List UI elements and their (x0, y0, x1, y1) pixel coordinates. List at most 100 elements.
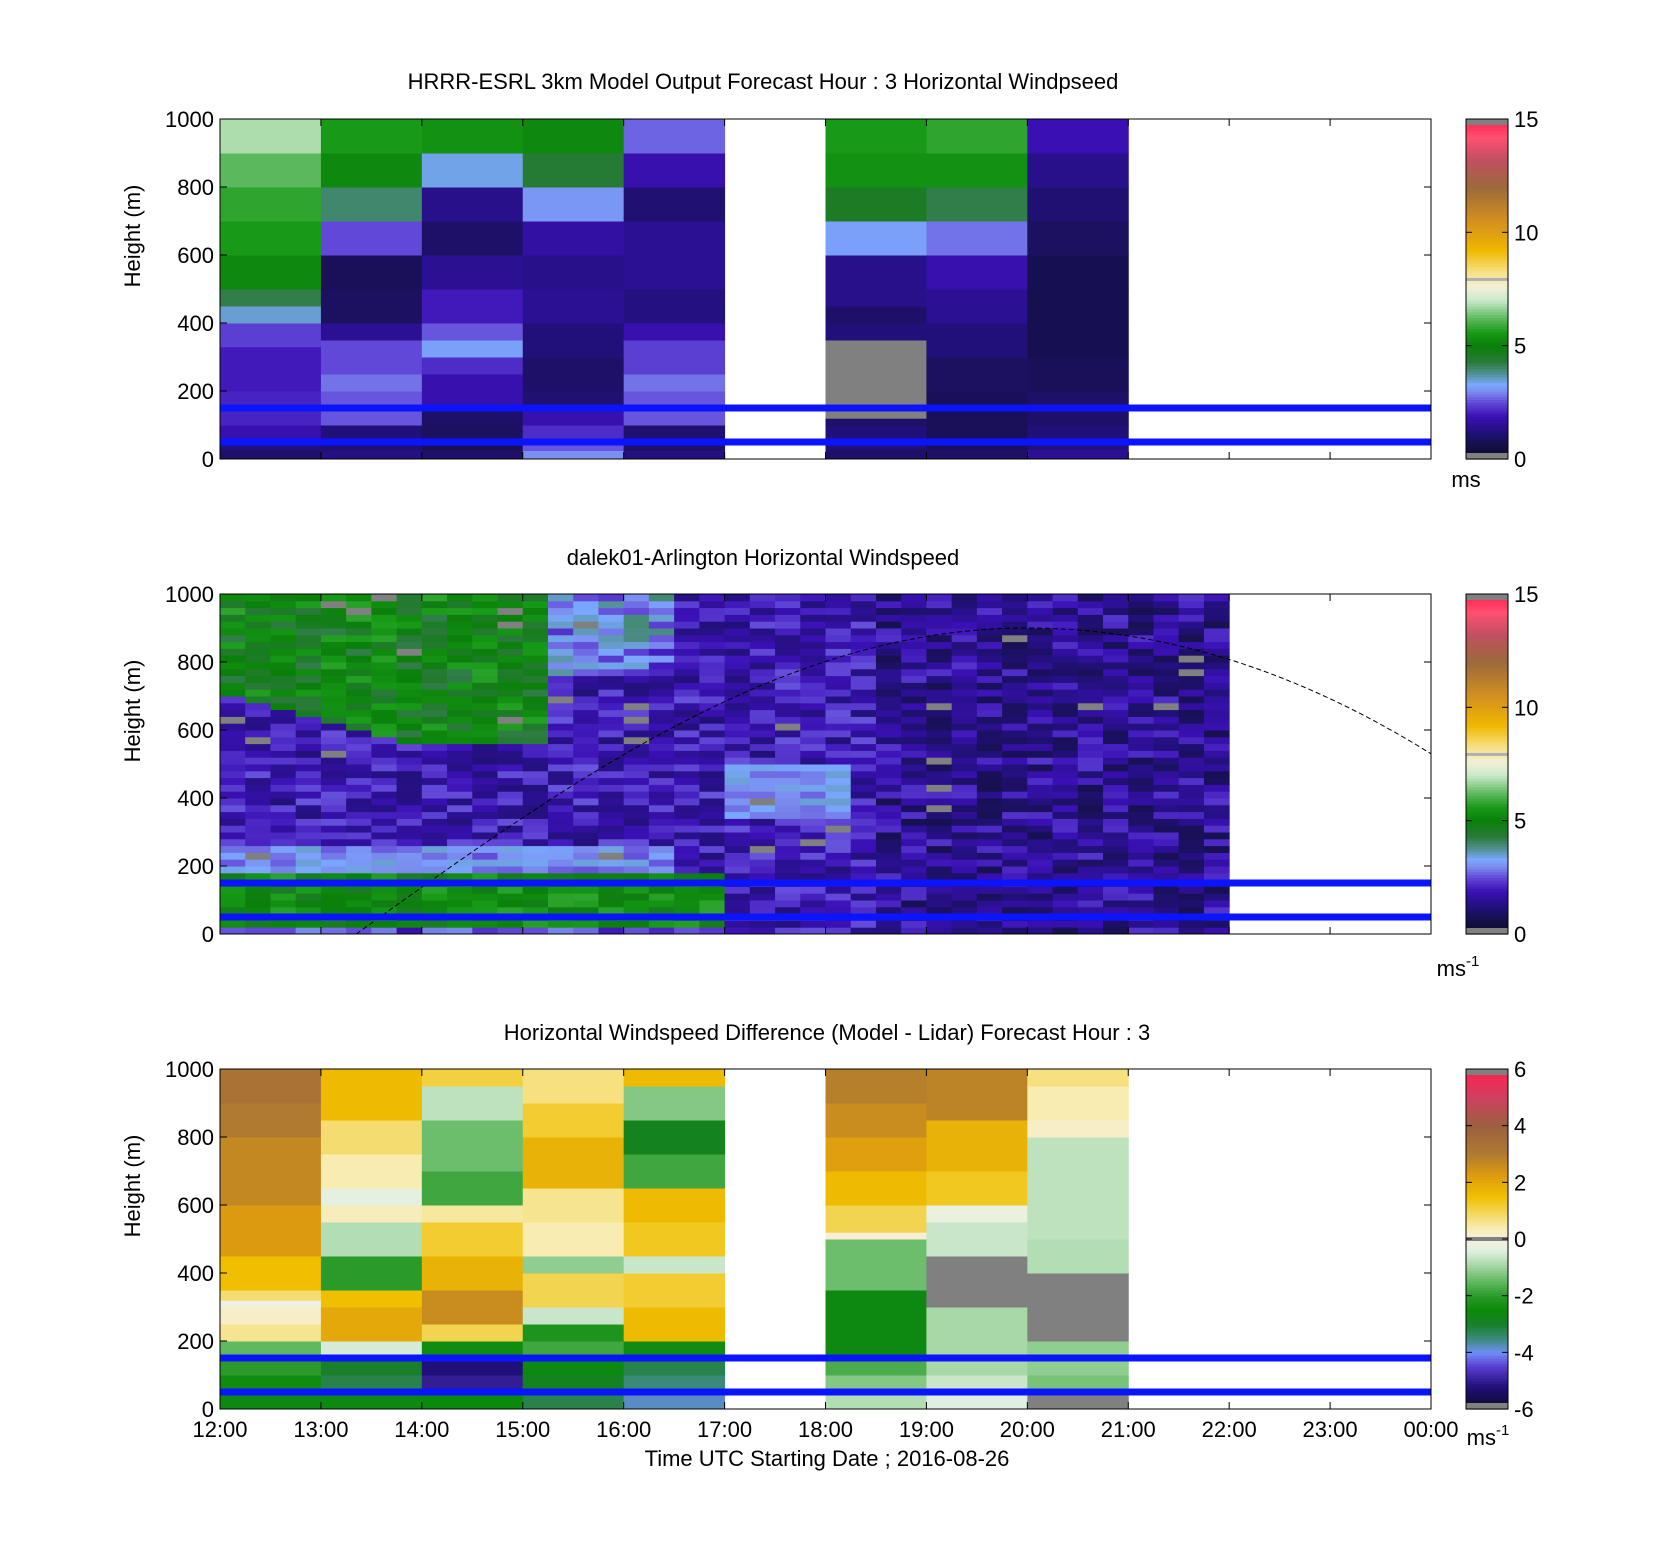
heatmap-cell (447, 838, 473, 847)
colorbar-segment (1466, 252, 1508, 256)
colorbar-segment (1466, 735, 1508, 740)
heatmap-cell (724, 920, 751, 928)
colorbar-segment (1466, 1261, 1508, 1266)
heatmap-cell (346, 594, 372, 602)
heatmap-cell (320, 1205, 423, 1223)
heatmap-cell (775, 634, 801, 643)
heatmap-cell (699, 859, 726, 867)
heatmap-cell (320, 614, 347, 622)
heatmap-cell (598, 621, 625, 629)
heatmap-cell (623, 425, 726, 443)
heatmap-cell (573, 750, 599, 758)
colorbar-segment (1466, 608, 1508, 612)
heatmap-cell (901, 696, 927, 704)
heatmap-cell (573, 777, 599, 785)
heatmap-cell (825, 852, 852, 860)
heatmap-cell (346, 702, 372, 711)
colorbar-segment (1466, 147, 1508, 151)
heatmap-cell (1027, 634, 1054, 643)
heatmap-cell (648, 736, 675, 745)
heatmap-cell (295, 634, 322, 643)
heatmap-cell (547, 770, 574, 779)
heatmap-cell (825, 716, 852, 724)
heatmap-cell (850, 614, 877, 622)
heatmap-cell (850, 648, 877, 656)
heatmap-cell (724, 784, 751, 792)
colorbar-segment (1466, 1273, 1508, 1277)
heatmap-cell (270, 906, 297, 915)
heatmap-cell (1128, 682, 1154, 690)
heatmap-cell (320, 750, 347, 758)
heatmap-cell (396, 927, 423, 935)
heatmap-cell (875, 702, 902, 711)
heatmap-cell (220, 662, 246, 670)
colorbar-segment (1466, 662, 1508, 666)
colorbar-segment (1466, 744, 1508, 748)
heatmap-cell (220, 1307, 322, 1325)
heatmap-cell (926, 886, 953, 894)
colorbar-segment (1466, 1360, 1508, 1365)
heatmap-cell (825, 662, 852, 670)
heatmap-cell (220, 1392, 322, 1410)
heatmap-cell (901, 648, 927, 656)
heatmap-cell (1128, 648, 1154, 656)
heatmap-cell (800, 798, 826, 806)
heatmap-cell (674, 702, 700, 711)
heatmap-cell (648, 886, 675, 894)
heatmap-cell (1103, 682, 1129, 690)
heatmap-cell (850, 675, 877, 683)
heatmap-cell (1002, 791, 1028, 799)
heatmap-cell (447, 811, 473, 819)
heatmap-cell (800, 764, 826, 772)
heatmap-cell (976, 859, 1003, 867)
colorbar-segment (1466, 1202, 1508, 1206)
heatmap-cell (951, 825, 978, 833)
colorbar-tick-label: -6 (1514, 1397, 1534, 1422)
heatmap-cell (396, 798, 423, 806)
heatmap-cell (547, 872, 574, 881)
heatmap-cell (724, 927, 751, 935)
colorbar-segment (1466, 1369, 1508, 1373)
colorbar-unit: ms (1451, 467, 1480, 492)
heatmap-cell (547, 900, 574, 908)
colorbar-segment (1466, 170, 1508, 174)
heatmap-cell (320, 1188, 423, 1206)
heatmap-cell (674, 675, 700, 683)
heatmap-cell (1002, 872, 1028, 881)
heatmap-cell (497, 641, 524, 649)
heatmap-cell (1052, 818, 1079, 826)
heatmap-cell (699, 750, 726, 758)
colorbar-segment (1466, 311, 1508, 316)
heatmap-cell (1203, 675, 1230, 683)
heatmap-cell (1128, 607, 1154, 615)
heatmap-cell (447, 723, 473, 731)
heatmap-cell (220, 872, 246, 881)
colorbar-tick-label: 10 (1514, 695, 1538, 720)
heatmap-cell (1153, 920, 1180, 928)
heatmap-cell (573, 655, 599, 663)
heatmap-cell (522, 866, 549, 874)
heatmap-cell (674, 628, 700, 636)
heatmap-cell (749, 689, 776, 697)
heatmap-cell (346, 784, 372, 792)
heatmap-cell (547, 634, 574, 643)
heatmap-cell (1077, 927, 1104, 935)
heatmap-cell (800, 825, 826, 833)
heatmap-cell (547, 804, 574, 813)
heatmap-cell (1027, 648, 1054, 656)
heatmap-cell (295, 770, 322, 779)
heatmap-cell (724, 634, 751, 643)
heatmap-cell (295, 804, 322, 813)
heatmap-cell (1153, 730, 1180, 738)
heatmap-cell (1027, 764, 1054, 772)
heatmap-cell (775, 730, 801, 738)
colorbar-tick-label: 15 (1514, 582, 1538, 607)
heatmap-cell (648, 804, 675, 813)
heatmap-cell (800, 621, 826, 629)
heatmap-cell (875, 641, 902, 649)
heatmap-cell (472, 648, 499, 656)
heatmap-cell (573, 662, 599, 670)
heatmap-cell (346, 906, 372, 915)
heatmap-cell (472, 682, 499, 690)
heatmap-cell (295, 920, 322, 928)
